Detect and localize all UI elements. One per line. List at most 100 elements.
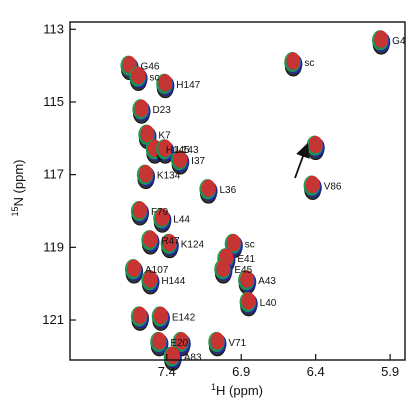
peak-label: E41 [237,254,255,265]
peak-label: V86 [324,182,342,193]
peak [151,306,170,331]
peak [284,51,303,77]
peak-contour [158,74,173,92]
plot-frame [69,21,406,361]
peak-contour [133,306,147,324]
peak [199,179,218,204]
y-axis-title-text: N (ppm) [11,160,26,207]
shift-arrow [294,142,310,179]
peak-contour [305,176,320,194]
peak [160,233,179,259]
peak-label: D23 [152,105,171,116]
peak-contour [162,234,177,252]
peak-label: sc [245,240,255,251]
peak-label: R47 [161,236,180,247]
peak-label: E20 [170,338,188,349]
peak-contour [173,150,188,168]
peak-label: sc [149,73,159,84]
peak-label: V71 [228,338,246,349]
y-tick-label: 119 [43,239,64,254]
y-tick-label: 115 [43,94,64,109]
x-tick-label: 6.4 [307,364,325,379]
peak [136,164,156,190]
peak-contour [143,270,158,288]
peak-label: K134 [157,171,181,182]
y-tick-label: 113 [43,21,64,36]
peak-contour [127,259,141,277]
peak-contour [201,179,216,197]
peaks-layer [120,30,391,371]
peak-label: E45 [234,265,252,276]
x-tick-label: 5.9 [381,364,399,379]
peak [163,346,182,371]
y-tick-label: 121 [42,312,64,327]
peak [171,150,190,175]
peak-contour [133,201,147,219]
peak-labels-layer: G4scG46scH147D23K7H145L143I37V86K134L36F… [141,36,406,363]
peak-contour [134,99,149,117]
peak-label: I37 [191,156,205,167]
peak-contour [140,125,155,143]
peak-label: L44 [173,214,190,225]
peak [141,230,160,255]
peak [306,135,325,161]
x-tick-label: 7.4 [158,364,176,379]
peak [150,331,169,357]
peak-label: sc [304,58,314,69]
peak-contour [152,332,167,350]
peak-label: G46 [141,62,160,73]
peak-label: G4 [392,36,406,47]
peak [141,270,160,295]
peak [138,124,157,150]
peak-label: H144 [161,276,185,287]
x-axis-title-text: H (ppm) [216,383,263,398]
peak [129,66,148,92]
peak-label: A107 [145,265,169,276]
peak-label: F79 [151,207,169,218]
peak-contour [131,67,146,85]
peak [303,175,322,201]
peak [130,200,150,226]
y-axis-ticks: 113 115 117 119 121 [42,21,76,327]
peak-label: L40 [260,298,277,309]
peak [130,306,150,331]
peak-contour [240,270,255,288]
peak-label: E142 [172,312,196,323]
peak-contour [374,30,389,48]
peak-contour [286,52,301,70]
x-axis-title: 1H (ppm) [211,382,263,398]
peak-contour [226,234,241,252]
y-axis-title-superscript: 15 [10,206,20,216]
peak [208,331,227,357]
peak [238,270,257,295]
x-tick-label: 6.9 [232,364,250,379]
peak [120,55,139,81]
y-tick-label: 117 [43,167,64,182]
peak [214,259,233,284]
peak [132,99,151,124]
peak-contour [308,136,323,154]
peak [156,73,175,99]
peak-contour [143,230,158,248]
peak-label: H147 [176,80,200,91]
x-axis-ticks: 7.4 6.9 6.4 5.9 [158,354,399,379]
peak-label: H145 [166,145,190,156]
peak-contour [155,208,170,226]
peak-label: A43 [258,276,276,287]
peak-contour [165,346,180,364]
peak-contour [174,332,189,350]
peak-label: K124 [181,240,205,251]
peak [372,30,391,55]
peak [156,139,175,164]
y-axis-title: 15N (ppm) [10,160,26,217]
peak [153,208,172,233]
peak-label: L36 [219,185,236,196]
peak-label: K7 [158,131,171,142]
peak-contour [216,259,231,277]
peak-contour [158,139,173,157]
peak [124,259,144,284]
peak-contour [153,306,168,324]
peak-contour [139,165,153,183]
peak-contour [210,332,225,350]
